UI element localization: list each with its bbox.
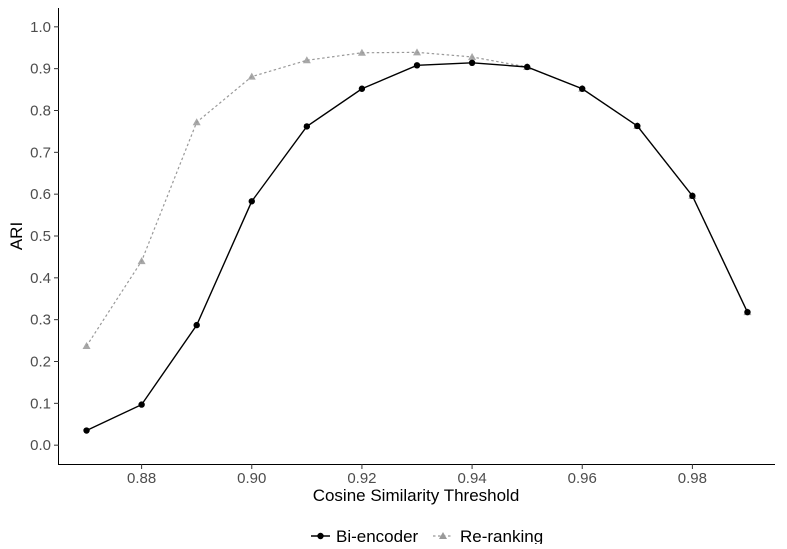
x-tick-label: 0.90 xyxy=(237,470,266,487)
x-tick-label: 0.88 xyxy=(127,470,156,487)
x-tick-label: 0.96 xyxy=(568,470,597,487)
data-point-re-ranking xyxy=(247,72,256,80)
data-point-bi-encoder xyxy=(138,401,145,408)
x-tick-label: 0.92 xyxy=(347,470,376,487)
series-line-re-ranking xyxy=(86,51,749,347)
data-point-re-ranking xyxy=(468,52,477,60)
data-point-bi-encoder xyxy=(193,321,200,329)
y-tick-label: 0.8 xyxy=(30,102,51,119)
data-point-bi-encoder xyxy=(248,198,255,205)
series-re-ranking xyxy=(82,48,752,350)
x-tick-label: 0.94 xyxy=(457,470,486,487)
y-tick-label: 1.0 xyxy=(30,19,51,36)
legend-key-marker-re-ranking xyxy=(439,532,447,539)
data-point-bi-encoder xyxy=(523,63,531,71)
legend-key-marker-bi-encoder xyxy=(317,532,324,540)
data-point-re-ranking xyxy=(413,48,421,56)
x-tick-label: 0.98 xyxy=(678,470,707,487)
y-tick-label: 0.7 xyxy=(30,144,51,161)
data-point-re-ranking xyxy=(302,56,311,64)
y-ticks: 0.0 0.1 0.2 0.3 0.4 0.5 0.6 0.7 0.8 0.9 1.0 xyxy=(30,19,59,454)
y-tick-label: 0.1 xyxy=(30,395,51,412)
x-axis-title: Cosine Similarity Threshold xyxy=(313,486,520,505)
data-point-re-ranking xyxy=(192,118,201,126)
y-tick-label: 0.0 xyxy=(30,437,51,454)
data-point-bi-encoder xyxy=(303,123,311,130)
x-ticks: 0.88 0.90 0.92 0.94 0.96 0.98 xyxy=(127,464,707,487)
y-tick-label: 0.4 xyxy=(30,270,51,287)
data-point-bi-encoder xyxy=(744,308,751,316)
series-bi-encoder xyxy=(83,59,751,434)
data-point-bi-encoder xyxy=(689,192,696,200)
data-point-bi-encoder xyxy=(358,85,366,92)
legend-label-bi-encoder: Bi-encoder xyxy=(336,527,419,544)
series-line-bi-encoder xyxy=(86,62,749,432)
data-point-bi-encoder xyxy=(468,59,476,67)
y-tick-label: 0.9 xyxy=(30,61,51,78)
data-point-bi-encoder xyxy=(83,427,90,434)
data-point-re-ranking xyxy=(357,48,366,56)
axes xyxy=(58,8,775,465)
data-point-re-ranking xyxy=(137,257,146,265)
y-tick-label: 0.2 xyxy=(30,354,51,371)
series-layer xyxy=(82,48,752,434)
legend: Bi-encoder Re-ranking xyxy=(311,527,543,546)
legend-label-re-ranking: Re-ranking xyxy=(460,527,543,544)
data-point-bi-encoder xyxy=(579,85,586,92)
y-tick-label: 0.6 xyxy=(30,186,51,203)
y-tick-label: 0.5 xyxy=(30,228,51,245)
data-point-bi-encoder xyxy=(413,62,421,69)
y-tick-label: 0.3 xyxy=(30,312,51,329)
data-point-re-ranking xyxy=(82,342,91,350)
data-point-bi-encoder xyxy=(634,122,641,130)
y-axis-title: ARI xyxy=(7,222,26,250)
